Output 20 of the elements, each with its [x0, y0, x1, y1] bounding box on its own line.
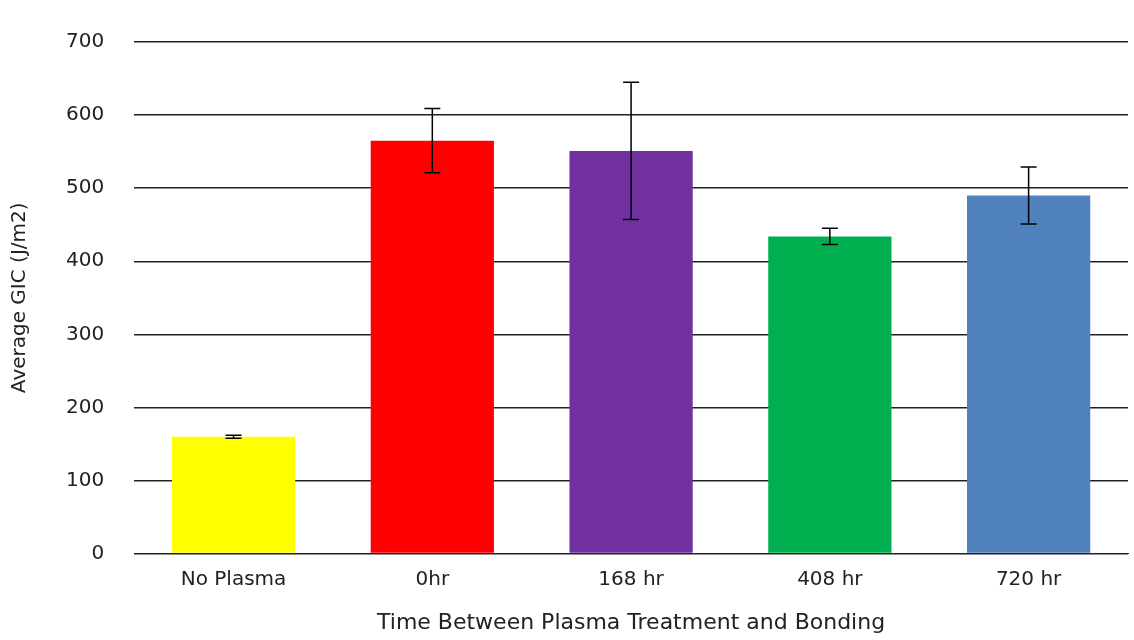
bar [370, 140, 494, 553]
x-tick-label: No Plasma [180, 565, 287, 590]
x-tick-label: 168 hr [598, 565, 665, 590]
y-tick-label: 400 [65, 247, 105, 272]
y-tick-label: 0 [91, 539, 105, 564]
x-tick-label: 408 hr [797, 565, 864, 590]
y-tick-label: 500 [65, 174, 105, 199]
y-tick-label: 100 [65, 466, 105, 491]
x-tick-label: 720 hr [995, 565, 1063, 590]
y-tick-label: 200 [65, 393, 105, 418]
x-tick-label: 0hr [415, 565, 450, 590]
y-axis-title: Average GIC (J/m2) [6, 202, 31, 394]
x-axis-title: Time Between Plasma Treatment and Bonding [376, 608, 886, 634]
bar [967, 195, 1091, 553]
y-tick-label: 700 [65, 28, 105, 53]
y-tick-label: 600 [65, 101, 105, 126]
bar [171, 436, 296, 553]
bar [569, 150, 693, 553]
y-tick-label: 300 [65, 320, 105, 345]
bar [768, 236, 892, 553]
